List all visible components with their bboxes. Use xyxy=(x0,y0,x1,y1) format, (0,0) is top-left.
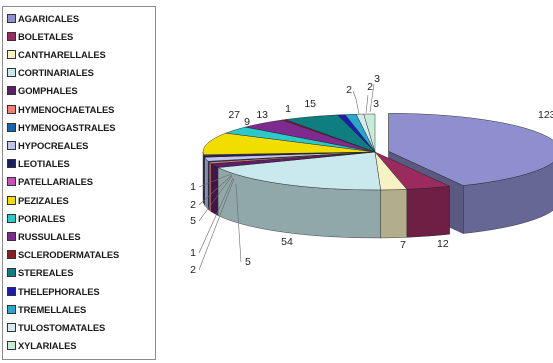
legend-label: AGARICALES xyxy=(18,12,79,24)
pie-tops xyxy=(202,113,553,191)
legend-swatch xyxy=(7,177,16,187)
legend-label: LEOTIALES xyxy=(18,158,70,170)
legend-label: HYPOCREALES xyxy=(18,139,89,151)
slice-top xyxy=(217,151,381,191)
leader-line xyxy=(365,94,369,114)
data-label: 15 xyxy=(304,98,316,110)
legend-item: HYMENOCHAETALES xyxy=(7,102,114,116)
leader-line xyxy=(198,177,234,254)
legend-swatch xyxy=(7,140,16,150)
legend-item: LEOTIALES xyxy=(7,157,70,171)
legend-item: XYLARIALES xyxy=(7,339,76,353)
legend-label: STEREALES xyxy=(18,267,74,279)
leader-line xyxy=(198,174,233,206)
legend-swatch xyxy=(7,250,16,260)
chart-legend: AGARICALES BOLETALES CANTHARELLALES CORTINA… xyxy=(2,6,156,360)
legend-swatch xyxy=(7,122,16,132)
data-label: 13 xyxy=(256,109,268,121)
legend-label: GOMPHALES xyxy=(18,85,78,97)
slice-top xyxy=(363,113,376,153)
data-label: 3 xyxy=(373,98,379,110)
slice-side xyxy=(380,189,408,239)
legend-label: PATELLARIALES xyxy=(18,176,93,188)
slice-side xyxy=(211,163,219,216)
legend-item: SCLERODERMATALES xyxy=(7,248,119,262)
legend-swatch xyxy=(7,49,16,59)
legend-item: TULOSTOMATALES xyxy=(7,320,105,334)
data-label: 3 xyxy=(374,73,380,85)
data-label: 27 xyxy=(228,109,240,121)
legend-swatch xyxy=(7,231,16,241)
legend-swatch xyxy=(7,341,16,351)
legend-item: HYMENOGASTRALES xyxy=(7,120,116,134)
legend-swatch xyxy=(7,31,16,41)
data-label: 7 xyxy=(400,239,406,251)
legend-swatch xyxy=(7,68,16,78)
slice-top xyxy=(202,132,376,155)
leader-line xyxy=(198,178,235,271)
data-label: 123 xyxy=(538,109,553,121)
legend-label: XYLARIALES xyxy=(18,340,77,352)
legend-swatch xyxy=(7,104,16,114)
leader-line xyxy=(198,173,232,188)
legend-label: RUSSULALES xyxy=(18,230,81,242)
slice-top xyxy=(388,113,553,186)
legend-swatch xyxy=(7,13,16,23)
data-label: 1 xyxy=(190,247,196,259)
legend-item: AGARICALES xyxy=(7,11,79,25)
legend-item: CANTHARELLALES xyxy=(7,47,106,61)
legend-item: STEREALES xyxy=(7,266,73,280)
leader-line xyxy=(235,183,242,263)
data-label: 54 xyxy=(281,236,293,248)
legend-swatch xyxy=(7,286,16,296)
data-label: 1 xyxy=(190,181,196,193)
leader-line xyxy=(369,83,375,113)
leader-line xyxy=(352,90,360,115)
legend-swatch xyxy=(7,195,16,205)
data-label: 12 xyxy=(437,238,449,250)
data-label: 5 xyxy=(190,215,196,227)
data-label: 2 xyxy=(346,84,352,96)
legend-item: CORTINARIALES xyxy=(7,66,94,80)
legend-label: HYMENOGASTRALES xyxy=(18,121,116,133)
legend-swatch xyxy=(7,86,16,96)
data-label: 5 xyxy=(245,256,251,268)
legend-item: THELEPHORALES xyxy=(7,284,100,298)
data-label: 2 xyxy=(367,81,373,93)
legend-label: CORTINARIALES xyxy=(18,67,94,79)
legend-item: HYPOCREALES xyxy=(7,138,88,152)
legend-swatch xyxy=(7,268,16,278)
legend-swatch xyxy=(7,213,16,223)
legend-item: BOLETALES xyxy=(7,29,73,43)
legend-label: CANTHARELLALES xyxy=(18,48,106,60)
legend-item: GOMPHALES xyxy=(7,84,78,98)
legend-swatch xyxy=(7,159,16,169)
legend-label: SCLERODERMATALES xyxy=(18,249,120,261)
legend-label: HYMENOCHAETALES xyxy=(18,103,115,115)
legend-label: PORIALES xyxy=(18,212,66,224)
legend-label: PEZIZALES xyxy=(18,194,69,206)
data-label: 1 xyxy=(285,103,291,115)
data-label: 2 xyxy=(190,199,196,211)
legend-item: RUSSULALES xyxy=(7,229,81,243)
leader-line xyxy=(198,175,233,222)
legend-item: PORIALES xyxy=(7,211,65,225)
data-label: 2 xyxy=(190,264,196,276)
data-label: 9 xyxy=(244,116,250,128)
legend-item: PATELLARIALES xyxy=(7,175,93,189)
legend-label: TREMELLALES xyxy=(18,303,87,315)
legend-label: BOLETALES xyxy=(18,30,74,42)
legend-item: PEZIZALES xyxy=(7,193,69,207)
legend-swatch xyxy=(7,322,16,332)
legend-swatch xyxy=(7,304,16,314)
legend-item: TREMELLALES xyxy=(7,302,86,316)
legend-label: TULOSTOMATALES xyxy=(18,321,106,333)
legend-label: THELEPHORALES xyxy=(18,285,100,297)
slice-side xyxy=(406,186,450,238)
